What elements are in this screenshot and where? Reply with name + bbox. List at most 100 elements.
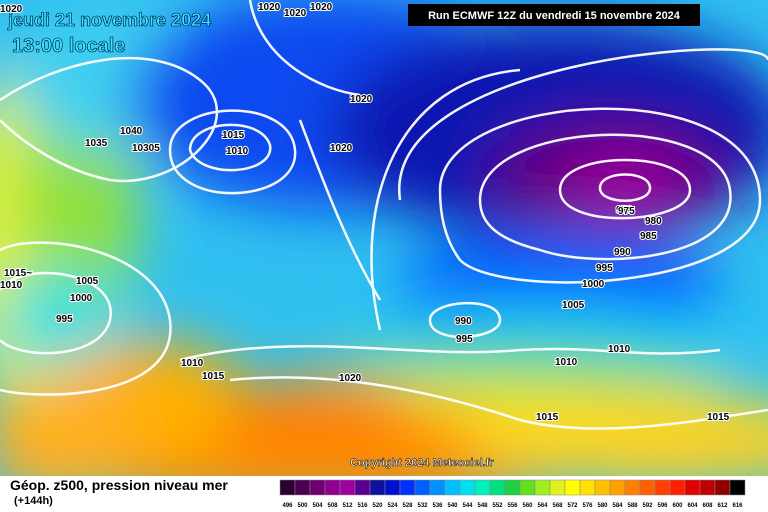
scale-swatch: [579, 479, 596, 496]
scale-label: 604: [687, 503, 698, 509]
isobar-label: 1010: [608, 344, 631, 355]
scale-label: 612: [717, 503, 728, 509]
scale-swatch: [324, 479, 341, 496]
isobar-label: 1015: [536, 412, 559, 423]
isobar-label: 1000: [582, 279, 605, 290]
scale-label: 580: [597, 503, 608, 509]
scale-swatch: [444, 479, 461, 496]
scale-label: 600: [672, 503, 683, 509]
scale-label: 508: [327, 503, 338, 509]
scale-swatch: [594, 479, 611, 496]
isobar-label: 995: [456, 334, 473, 345]
scale-label: 568: [552, 503, 563, 509]
isobar-label: 995: [596, 263, 613, 274]
scale-swatch: [339, 479, 356, 496]
scale-swatch: [564, 479, 581, 496]
scale-label: 512: [342, 503, 353, 509]
isobar-label: 1020: [258, 2, 281, 13]
scale-label: 528: [402, 503, 413, 509]
isobar-label: 1020: [310, 2, 333, 13]
isobar-label: 1020: [284, 8, 307, 19]
scale-swatch: [609, 479, 626, 496]
isobar-label: 1010: [555, 357, 578, 368]
copyright: Copyright 2024 Meteociel.fr: [350, 457, 494, 469]
scale-label: 608: [702, 503, 713, 509]
isobar-label: 1015: [222, 130, 245, 141]
scale-label: 588: [627, 503, 638, 509]
scale-label: 560: [522, 503, 533, 509]
scale-label: 524: [387, 503, 398, 509]
scale-swatch: [354, 479, 371, 496]
scale-label: 572: [567, 503, 578, 509]
scale-label: 520: [372, 503, 383, 509]
isobar-label: 1010: [226, 146, 249, 157]
isobar-label: 1020: [350, 94, 373, 105]
scale-label: 576: [582, 503, 593, 509]
scale-swatch: [384, 479, 401, 496]
field-blob: [220, 380, 420, 460]
scale-label: 616: [732, 503, 743, 509]
isobar-label: 1015: [202, 371, 225, 382]
field-blob: [565, 157, 685, 213]
scale-swatch: [459, 479, 476, 496]
field-blob: [0, 380, 140, 476]
scale-swatch: [684, 479, 701, 496]
isobar-label: 1020: [330, 143, 353, 154]
forecast-date: jeudi 21 novembre 2024: [7, 10, 211, 30]
scale-label: 548: [477, 503, 488, 509]
scale-swatch: [369, 479, 386, 496]
scale-label: 540: [447, 503, 458, 509]
scale-label: 532: [417, 503, 428, 509]
scale-label: 544: [462, 503, 473, 509]
scale-swatch: [519, 479, 536, 496]
isobar-label: 990: [614, 247, 631, 258]
scale-label: 584: [612, 503, 623, 509]
scale-swatch: [399, 479, 416, 496]
isobar-label: 990: [455, 316, 472, 327]
scale-swatch: [504, 479, 521, 496]
scale-label: 504: [312, 503, 323, 509]
scale-swatch: [624, 479, 641, 496]
run-box: [408, 4, 700, 26]
scale-swatch: [534, 479, 551, 496]
scale-swatch: [489, 479, 506, 496]
isobar-label: 10305: [132, 143, 160, 154]
scale-label: 500: [297, 503, 308, 509]
scale-swatch: [549, 479, 566, 496]
scale-label: 556: [507, 503, 518, 509]
scale-swatch: [309, 479, 326, 496]
run-info: Run ECMWF 12Z du vendredi 15 novembre 20…: [428, 10, 681, 22]
scale-label: 592: [642, 503, 653, 509]
isobar-label: 1010: [181, 358, 204, 369]
isobar-label: 1010: [0, 280, 23, 291]
scale-swatch: [699, 479, 716, 496]
isobar-label: 975: [618, 206, 635, 217]
scale-swatch: [729, 479, 746, 496]
isobar-label: 1000: [70, 293, 93, 304]
scale-swatch: [474, 479, 491, 496]
scale-label: 596: [657, 503, 668, 509]
isobar-label: 1035: [85, 138, 108, 149]
scale-label: 536: [432, 503, 443, 509]
scale-swatch: [414, 479, 431, 496]
scale-swatch: [639, 479, 656, 496]
scale-swatch: [429, 479, 446, 496]
scale-swatch: [669, 479, 686, 496]
isobar-label: 985: [640, 231, 657, 242]
isobar-label: 980: [645, 216, 662, 227]
isobar-label: 1040: [120, 126, 143, 137]
isobar-label: 1015: [707, 412, 730, 423]
isobar-label: 970: [616, 205, 633, 216]
scale-label: 564: [537, 503, 548, 509]
scale-swatch: [714, 479, 731, 496]
legend-title: Géop. z500, pression niveau mer: [10, 477, 228, 493]
scale-swatch: [294, 479, 311, 496]
scale-swatch: [279, 479, 296, 496]
isobar-label: 1005: [76, 276, 99, 287]
forecast-time: 13:00 locale: [12, 35, 125, 57]
isobar-label: 1015~: [4, 268, 32, 279]
isobar-label: 995: [56, 314, 73, 325]
